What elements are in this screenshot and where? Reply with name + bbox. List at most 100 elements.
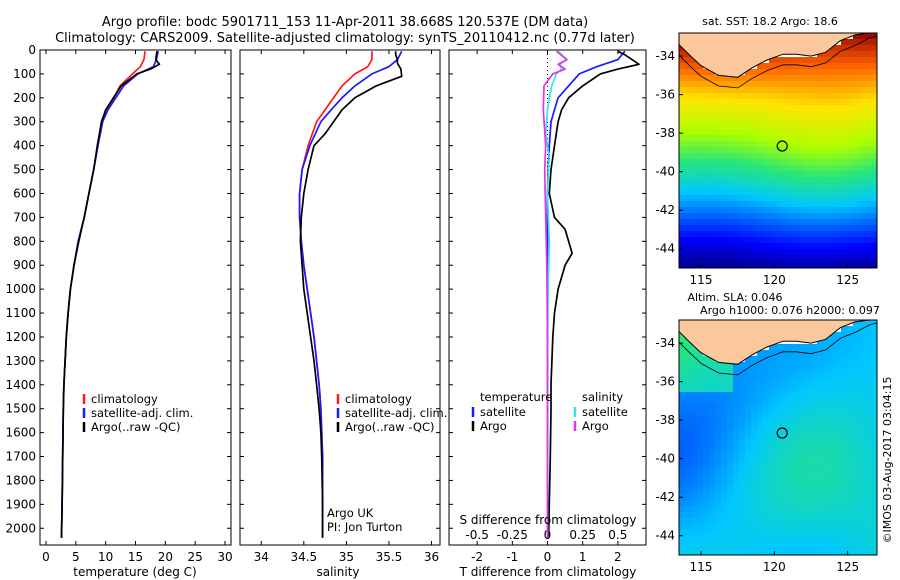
map-cell: [781, 75, 788, 82]
map-cell: [793, 422, 800, 429]
map-cell: [799, 159, 806, 166]
map-cell: [823, 440, 830, 447]
map-cell: [763, 123, 770, 130]
map-cell: [703, 524, 710, 531]
map-cell: [715, 380, 722, 387]
map-cell: [685, 434, 692, 441]
map-cell: [817, 344, 824, 351]
map-cell: [871, 255, 878, 262]
sla-map-title-line-1: Altim. SLA: 0.046: [687, 291, 782, 304]
map-cell: [871, 51, 878, 58]
map-cell: [745, 207, 752, 214]
map-cell: [847, 524, 854, 531]
map-cell: [793, 512, 800, 519]
x-tick-label: 10: [98, 550, 113, 564]
map-cell: [859, 147, 866, 154]
map-cell: [793, 177, 800, 184]
legend-label-argo: Argo(..raw -QC): [345, 420, 435, 434]
map-cell: [829, 165, 836, 172]
map-cell: [685, 440, 692, 447]
map-cell: [853, 332, 860, 339]
map-cell: [799, 548, 806, 555]
map-cell: [709, 147, 716, 154]
map-cell: [739, 476, 746, 483]
map-cell: [775, 518, 782, 525]
map-cell: [835, 219, 842, 226]
map-cell: [769, 398, 776, 405]
map-cell: [751, 111, 758, 118]
map-cell: [709, 81, 716, 88]
map-cell: [745, 452, 752, 459]
map-cell: [739, 171, 746, 178]
map-cell: [811, 470, 818, 477]
map-cell: [811, 374, 818, 381]
map-cell: [871, 249, 878, 256]
map-cell: [751, 464, 758, 471]
map-cell: [871, 506, 878, 513]
map-cell: [787, 488, 794, 495]
map-cell: [733, 488, 740, 495]
map-cell: [727, 177, 734, 184]
map-cell: [799, 219, 806, 226]
map-cell: [757, 374, 764, 381]
map-cell: [757, 219, 764, 226]
map-cell: [817, 536, 824, 543]
map-cell: [829, 201, 836, 208]
map-cell: [823, 213, 830, 220]
map-cell: [751, 458, 758, 465]
map-cell: [727, 548, 734, 555]
map-cell: [763, 105, 770, 112]
map-cell: [757, 350, 764, 357]
map-cell: [865, 237, 872, 244]
map-cell: [733, 536, 740, 543]
map-cell: [793, 344, 800, 351]
map-cell: [841, 105, 848, 112]
map-cell: [829, 123, 836, 130]
map-cell: [859, 231, 866, 238]
map-cell: [715, 512, 722, 519]
salinity-legend: climatology satellite-adj. clim. Argo(..…: [336, 392, 447, 434]
map-cell: [823, 255, 830, 262]
map-cell: [697, 440, 704, 447]
map-cell: [817, 356, 824, 363]
map-cell: [793, 207, 800, 214]
y-tick-label: 1500: [5, 402, 36, 416]
salinity-profile-plot: 34 34.5 35 35.5 36: [239, 49, 441, 564]
map-cell: [841, 398, 848, 405]
map-cell: [817, 111, 824, 118]
map-cell: [685, 416, 692, 423]
map-cell: [769, 458, 776, 465]
map-cell: [787, 153, 794, 160]
map-cell: [871, 93, 878, 100]
map-cell: [697, 416, 704, 423]
map-cell: [805, 81, 812, 88]
map-cell: [697, 117, 704, 124]
map-cell: [727, 380, 734, 387]
map-cell: [715, 440, 722, 447]
map-cell: [787, 494, 794, 501]
map-cell: [775, 548, 782, 555]
map-cell: [685, 464, 692, 471]
map-cell: [697, 518, 704, 525]
map-cell: [763, 213, 770, 220]
map-cell: [691, 530, 698, 537]
map-cell: [853, 416, 860, 423]
map-cell: [691, 249, 698, 256]
map-cell: [745, 470, 752, 477]
map-cell: [685, 165, 692, 172]
map-cell: [811, 542, 818, 549]
map-cell: [703, 75, 710, 82]
map-cell: [871, 392, 878, 399]
s-diff-tick-label: 0.5: [608, 528, 627, 542]
map-cell: [775, 201, 782, 208]
map-cell: [769, 380, 776, 387]
map-cell: [871, 356, 878, 363]
map-cell: [679, 147, 686, 154]
map-cell: [805, 542, 812, 549]
map-cell: [823, 183, 830, 190]
map-cell: [859, 512, 866, 519]
map-cell: [697, 458, 704, 465]
map-cell: [709, 362, 716, 369]
map-cell: [805, 129, 812, 136]
map-cell: [871, 332, 878, 339]
